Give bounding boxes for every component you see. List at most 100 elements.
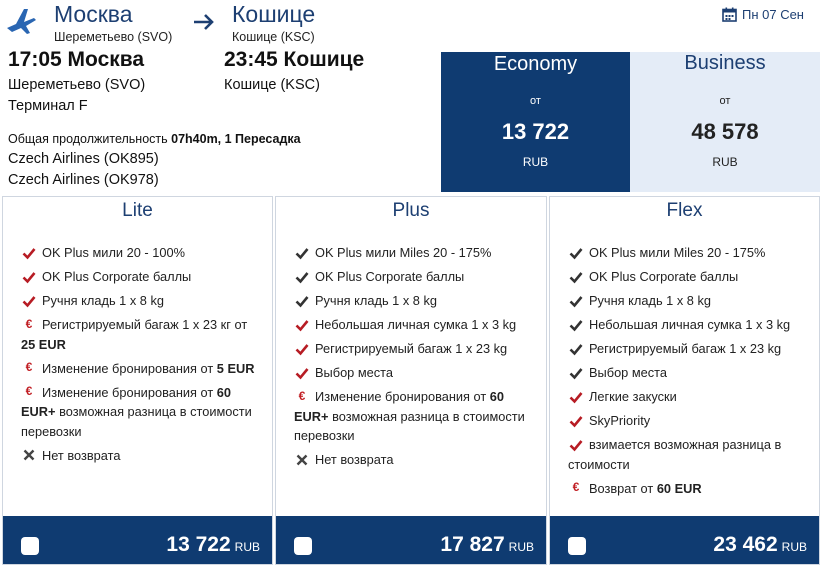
euro-icon: €	[25, 384, 33, 399]
euro-icon: €	[25, 360, 33, 375]
feature-text: OK Plus мили Miles 20 - 175%	[589, 243, 765, 263]
check-dark-icon	[568, 243, 584, 262]
carrier-2: Czech Airlines (OK978)	[8, 172, 159, 188]
feature-text-main: Возврат от	[589, 480, 654, 496]
feature-item: OK Plus мили Miles 20 - 175%	[568, 243, 811, 263]
fare-price: 13 722 RUB	[166, 533, 260, 557]
date-label: Пн 07 Сен	[741, 7, 804, 22]
feature-item: € Изменение бронирования от 60 EUR+ возмо…	[294, 387, 538, 446]
fare-price-value: 23 462	[713, 533, 778, 556]
feature-price: 25 EUR	[21, 336, 66, 352]
feature-item: Регистрируемый багаж 1 x 23 kg	[294, 339, 538, 359]
check-icon	[568, 387, 584, 406]
feature-text-main: Выбор места	[589, 365, 667, 380]
feature-text-main: Ручня кладь 1 x 8 kg	[42, 293, 164, 308]
feature-text: OK Plus Corporate баллы	[315, 267, 464, 287]
check-dark-icon	[568, 315, 584, 334]
fare-checkbox[interactable]	[294, 537, 312, 555]
feature-item: OK Plus Corporate баллы	[294, 267, 538, 287]
feature-text-tail: возможная разница в стоимости перевозки	[21, 404, 252, 439]
feature-item: Выбор места	[294, 363, 538, 383]
fare-select-bar[interactable]: 23 462 RUB	[550, 516, 819, 564]
fare-select-bar[interactable]: 13 722 RUB	[3, 516, 272, 564]
check-dark-icon	[568, 267, 584, 286]
feature-text: Возврат от 60 EUR	[589, 479, 702, 499]
class-price: 48 578	[691, 119, 759, 144]
terminal: Терминал F	[8, 98, 88, 114]
feature-item: взимается возможная разница в стоимости	[568, 435, 811, 474]
feature-item: Ручня кладь 1 x 8 kg	[568, 291, 811, 311]
fare-name: Plus	[392, 200, 430, 221]
calendar-icon	[722, 7, 737, 22]
feature-item: Нет возврата	[21, 446, 264, 466]
fare-checkbox[interactable]	[21, 537, 39, 555]
feature-text-main: Небольшая личная сумка 1 x 3 kg	[589, 317, 791, 332]
fare-column-lite: Lite OK Plus мили 20 - 100% OK Plus Corpo…	[2, 196, 273, 565]
feature-text-main: SkyPriority	[589, 413, 651, 428]
check-icon	[568, 435, 584, 454]
feature-text: Небольшая личная сумка 1 x 3 kg	[315, 315, 516, 335]
feature-item: Небольшая личная сумка 1 x 3 kg	[568, 315, 811, 335]
feature-item: Ручня кладь 1 x 8 kg	[21, 291, 264, 311]
feature-text: Ручня кладь 1 x 8 kg	[589, 291, 711, 311]
feature-text: OK Plus Corporate баллы	[589, 267, 738, 287]
feature-price: 60 EUR	[656, 480, 702, 496]
cross-icon	[294, 450, 310, 469]
feature-text-main: OK Plus мили 20 - 100%	[42, 245, 185, 260]
feature-item: € Регистрируемый багаж 1 x 23 кг от 25 EU…	[21, 315, 264, 354]
airplane-icon	[7, 9, 36, 34]
feature-text: OK Plus мили 20 - 100%	[42, 243, 185, 263]
check-icon	[294, 363, 310, 382]
economy-class-tab[interactable]: Economy от 13 722 RUB	[441, 52, 630, 192]
feature-item: OK Plus мили Miles 20 - 175%	[294, 243, 538, 263]
price-from-label: от	[719, 95, 731, 107]
feature-text: Регистрируемый багаж 1 x 23 kg	[589, 339, 781, 359]
feature-item: OK Plus Corporate баллы	[568, 267, 811, 287]
feature-price: 60 EUR+	[294, 389, 505, 424]
feature-text-main: Регистрируемый багаж 1 x 23 кг от	[42, 317, 248, 332]
feature-text-main: OK Plus мили Miles 20 - 175%	[589, 245, 766, 260]
class-price: 13 722	[501, 119, 570, 144]
price-from-label: от	[530, 95, 541, 107]
fare-checkbox[interactable]	[568, 537, 586, 555]
feature-text: взимается возможная разница в стоимости	[568, 435, 811, 474]
fare-price-value: 13 722	[166, 533, 231, 556]
feature-text-main: OK Plus Corporate баллы	[589, 269, 739, 284]
feature-item: Легкие закуски	[568, 387, 811, 407]
fare-price: 23 462 RUB	[713, 533, 807, 557]
feature-text-main: Ручня кладь 1 x 8 kg	[589, 293, 711, 308]
feature-list: OK Plus мили 20 - 100% OK Plus Corporate …	[3, 243, 272, 465]
feature-text-main: Регистрируемый багаж 1 x 23 kg	[315, 341, 508, 356]
feature-text: Изменение бронирования от 60 EUR+ возмож…	[294, 387, 538, 446]
class-name: Business	[684, 52, 766, 74]
feature-text: Выбор места	[589, 363, 667, 383]
feature-item: SkyPriority	[568, 411, 811, 431]
carrier-1: Czech Airlines (OK895)	[8, 151, 159, 167]
feature-item: Выбор места	[568, 363, 811, 383]
check-dark-icon	[294, 243, 310, 262]
duration: Общая продолжительность 07h40m, 1 Переса…	[8, 132, 301, 146]
feature-text-main: Регистрируемый багаж 1 x 23 kg	[589, 341, 782, 356]
feature-text: SkyPriority	[589, 411, 650, 431]
feature-text: Легкие закуски	[589, 387, 677, 407]
feature-text: Регистрируемый багаж 1 x 23 кг от 25 EUR	[21, 315, 264, 354]
class-currency: RUB	[522, 155, 549, 169]
feature-text: Выбор места	[315, 363, 393, 383]
class-name: Economy	[493, 53, 578, 75]
feature-text: Изменение бронирования от 60 EUR+ возмож…	[21, 383, 264, 442]
feature-text-main: Нет возврата	[315, 452, 394, 467]
check-icon	[294, 339, 310, 358]
feature-item: Ручня кладь 1 x 8 kg	[294, 291, 538, 311]
feature-text: Ручня кладь 1 x 8 kg	[42, 291, 164, 311]
feature-item: OK Plus Corporate баллы	[21, 267, 264, 287]
feature-text-main: Изменение бронирования от	[42, 360, 214, 376]
check-dark-icon	[568, 291, 584, 310]
business-class-tab[interactable]: Business от 48 578 RUB	[630, 52, 820, 192]
feature-text: Небольшая личная сумка 1 x 3 kg	[589, 315, 790, 335]
fare-select-bar[interactable]: 17 827 RUB	[276, 516, 546, 564]
fare-price-value: 17 827	[440, 533, 505, 556]
destination-city: Кошице	[232, 1, 316, 27]
feature-text: Ручня кладь 1 x 8 kg	[315, 291, 437, 311]
date-selector[interactable]: Пн 07 Сен	[722, 7, 804, 22]
feature-text-main: OK Plus мили Miles 20 - 175%	[315, 245, 492, 260]
